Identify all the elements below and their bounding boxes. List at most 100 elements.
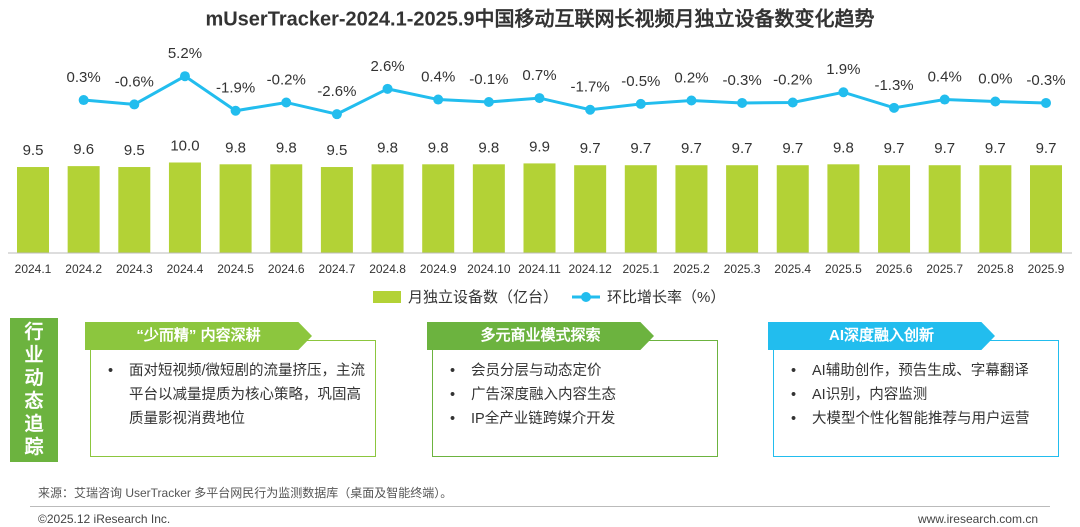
bar	[624, 165, 657, 253]
x-tick-label: 2024.6	[268, 262, 305, 276]
bar-label: 9.9	[529, 138, 550, 155]
line-point	[331, 109, 342, 120]
bar-label: 9.7	[934, 140, 955, 157]
line-point	[433, 94, 444, 105]
line-point	[1041, 97, 1051, 108]
x-tick-label: 2025.4	[774, 262, 811, 276]
bar	[371, 164, 404, 253]
line-label: 0.0%	[978, 70, 1012, 87]
bullet: AI辅助创作，预告生成、字幕翻译	[774, 359, 1052, 383]
panel: AI辅助创作，预告生成、字幕翻译AI识别，内容监测大模型个性化智能推荐与用户运营	[773, 340, 1059, 457]
line-point	[635, 98, 646, 109]
source: 来源：艾瑞咨询 UserTracker 多平台网民行为监测数据库（桌面及智能终端…	[38, 486, 453, 500]
bar-label: 9.7	[580, 140, 601, 157]
x-tick-label: 2024.10	[467, 262, 511, 276]
line-point	[737, 97, 748, 108]
line-point	[889, 102, 900, 113]
bar-label: 9.8	[478, 139, 499, 156]
line-label: 0.2%	[674, 69, 708, 86]
panel-title: 多元商业模式探索	[427, 322, 654, 350]
line-point	[939, 94, 950, 105]
line-label: -0.3%	[1026, 72, 1065, 89]
bar	[726, 165, 759, 253]
line-label: 0.7%	[522, 67, 556, 84]
x-tick-label: 2025.8	[977, 262, 1014, 276]
bullet: 面对短视频/微短剧的流量挤压，主流平台以减量提质为核心策略，巩固高质量影视消费地…	[91, 359, 369, 431]
bar-label: 9.8	[276, 139, 297, 156]
line-label: -0.1%	[469, 71, 508, 88]
line-label: 1.9%	[826, 61, 860, 78]
bar-label: 9.8	[833, 139, 854, 156]
bar	[827, 164, 860, 253]
side-label-text: 行业动态追踪	[24, 322, 44, 458]
x-tick-label: 2024.5	[217, 262, 254, 276]
bar-label: 9.7	[630, 140, 651, 157]
line	[83, 74, 1047, 116]
bullet-list: 会员分层与动态定价广告深度融入内容生态IP全产业链跨媒介开发	[433, 359, 711, 431]
bar-label: 9.7	[1036, 140, 1057, 157]
bar	[878, 165, 911, 253]
x-tick-label: 2025.7	[926, 262, 963, 276]
line-point	[686, 95, 697, 106]
x-tick-label: 2024.1	[15, 262, 52, 276]
bar	[928, 165, 961, 253]
line-label: 5.2%	[168, 45, 202, 62]
bar-label: 9.7	[884, 140, 905, 157]
x-tick-label: 2024.11	[518, 262, 561, 276]
panel: 会员分层与动态定价广告深度融入内容生态IP全产业链跨媒介开发	[432, 340, 718, 457]
bar	[523, 163, 556, 253]
line-point	[281, 97, 292, 108]
x-tick-label: 2025.6	[876, 262, 913, 276]
rule	[30, 506, 1050, 507]
line-point	[382, 83, 393, 94]
legend-swatch	[581, 292, 591, 302]
bar-label: 9.5	[326, 142, 347, 159]
bar	[270, 164, 303, 253]
x-tick-label: 2024.4	[167, 262, 204, 276]
line-label: -0.3%	[723, 72, 762, 89]
bar	[1030, 165, 1062, 253]
line-label: -0.6%	[115, 73, 154, 90]
bar	[675, 165, 708, 253]
x-tick-label: 2025.3	[724, 262, 761, 276]
bar-label: 9.7	[732, 140, 753, 157]
line-label: -0.2%	[773, 71, 812, 88]
bar	[979, 165, 1012, 253]
bullet: 会员分层与动态定价	[433, 359, 711, 383]
x-tick-label: 2025.1	[622, 262, 659, 276]
footer-right: www.iresearch.com.cn	[917, 512, 1038, 526]
x-tick-label: 2025.9	[1028, 262, 1065, 276]
bullet: IP全产业链跨媒介开发	[433, 407, 711, 431]
line-label: 0.4%	[928, 69, 962, 86]
bar	[219, 164, 252, 253]
line-point	[483, 96, 494, 107]
line-label: 0.3%	[67, 69, 101, 86]
bar-label: 9.7	[985, 140, 1006, 157]
line-label: -0.5%	[621, 73, 660, 90]
panel: 面对短视频/微短剧的流量挤压，主流平台以减量提质为核心策略，巩固高质量影视消费地…	[90, 340, 376, 457]
bar-label: 10.0	[170, 137, 199, 154]
x-tick-label: 2024.12	[568, 262, 612, 276]
line-point	[230, 105, 241, 116]
line-point	[787, 97, 798, 108]
bar	[168, 162, 201, 253]
bar	[67, 166, 100, 253]
side-label: 行业动态追踪	[10, 318, 58, 462]
legend-label: 环比增长率（%）	[607, 289, 725, 306]
line-label: -1.9%	[216, 80, 255, 97]
x-tick-label: 2024.2	[65, 262, 102, 276]
bullet-list: AI辅助创作，预告生成、字幕翻译AI识别，内容监测大模型个性化智能推荐与用户运营	[774, 359, 1052, 431]
line-point	[78, 95, 89, 106]
panel-title: AI深度融入创新	[768, 322, 995, 350]
line-point	[585, 104, 596, 115]
bar-label: 9.7	[782, 140, 803, 157]
x-tick-label: 2024.8	[369, 262, 406, 276]
bullet-list: 面对短视频/微短剧的流量挤压，主流平台以减量提质为核心策略，巩固高质量影视消费地…	[91, 359, 369, 431]
line-label: 2.6%	[370, 58, 404, 75]
line-label: 0.4%	[421, 69, 455, 86]
bar	[776, 165, 809, 253]
bar	[422, 164, 455, 253]
legend-swatch	[373, 291, 401, 303]
bullet: 大模型个性化智能推荐与用户运营	[774, 407, 1052, 431]
